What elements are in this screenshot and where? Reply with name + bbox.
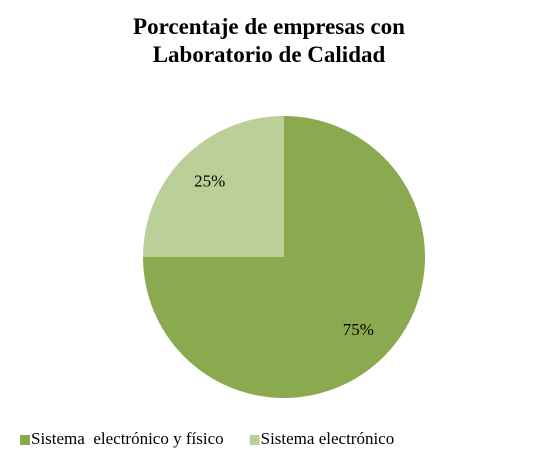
chart-title: Porcentaje de empresas con Laboratorio d… — [133, 14, 405, 67]
data-label: 75% — [343, 320, 374, 339]
legend-label: Sistema electrónico — [261, 429, 395, 448]
pie-slice — [143, 116, 284, 257]
legend-swatch — [249, 435, 260, 445]
legend-label: Sistema electrónico y físico — [31, 429, 224, 448]
data-label: 25% — [194, 172, 225, 191]
legend-swatch — [20, 435, 30, 445]
